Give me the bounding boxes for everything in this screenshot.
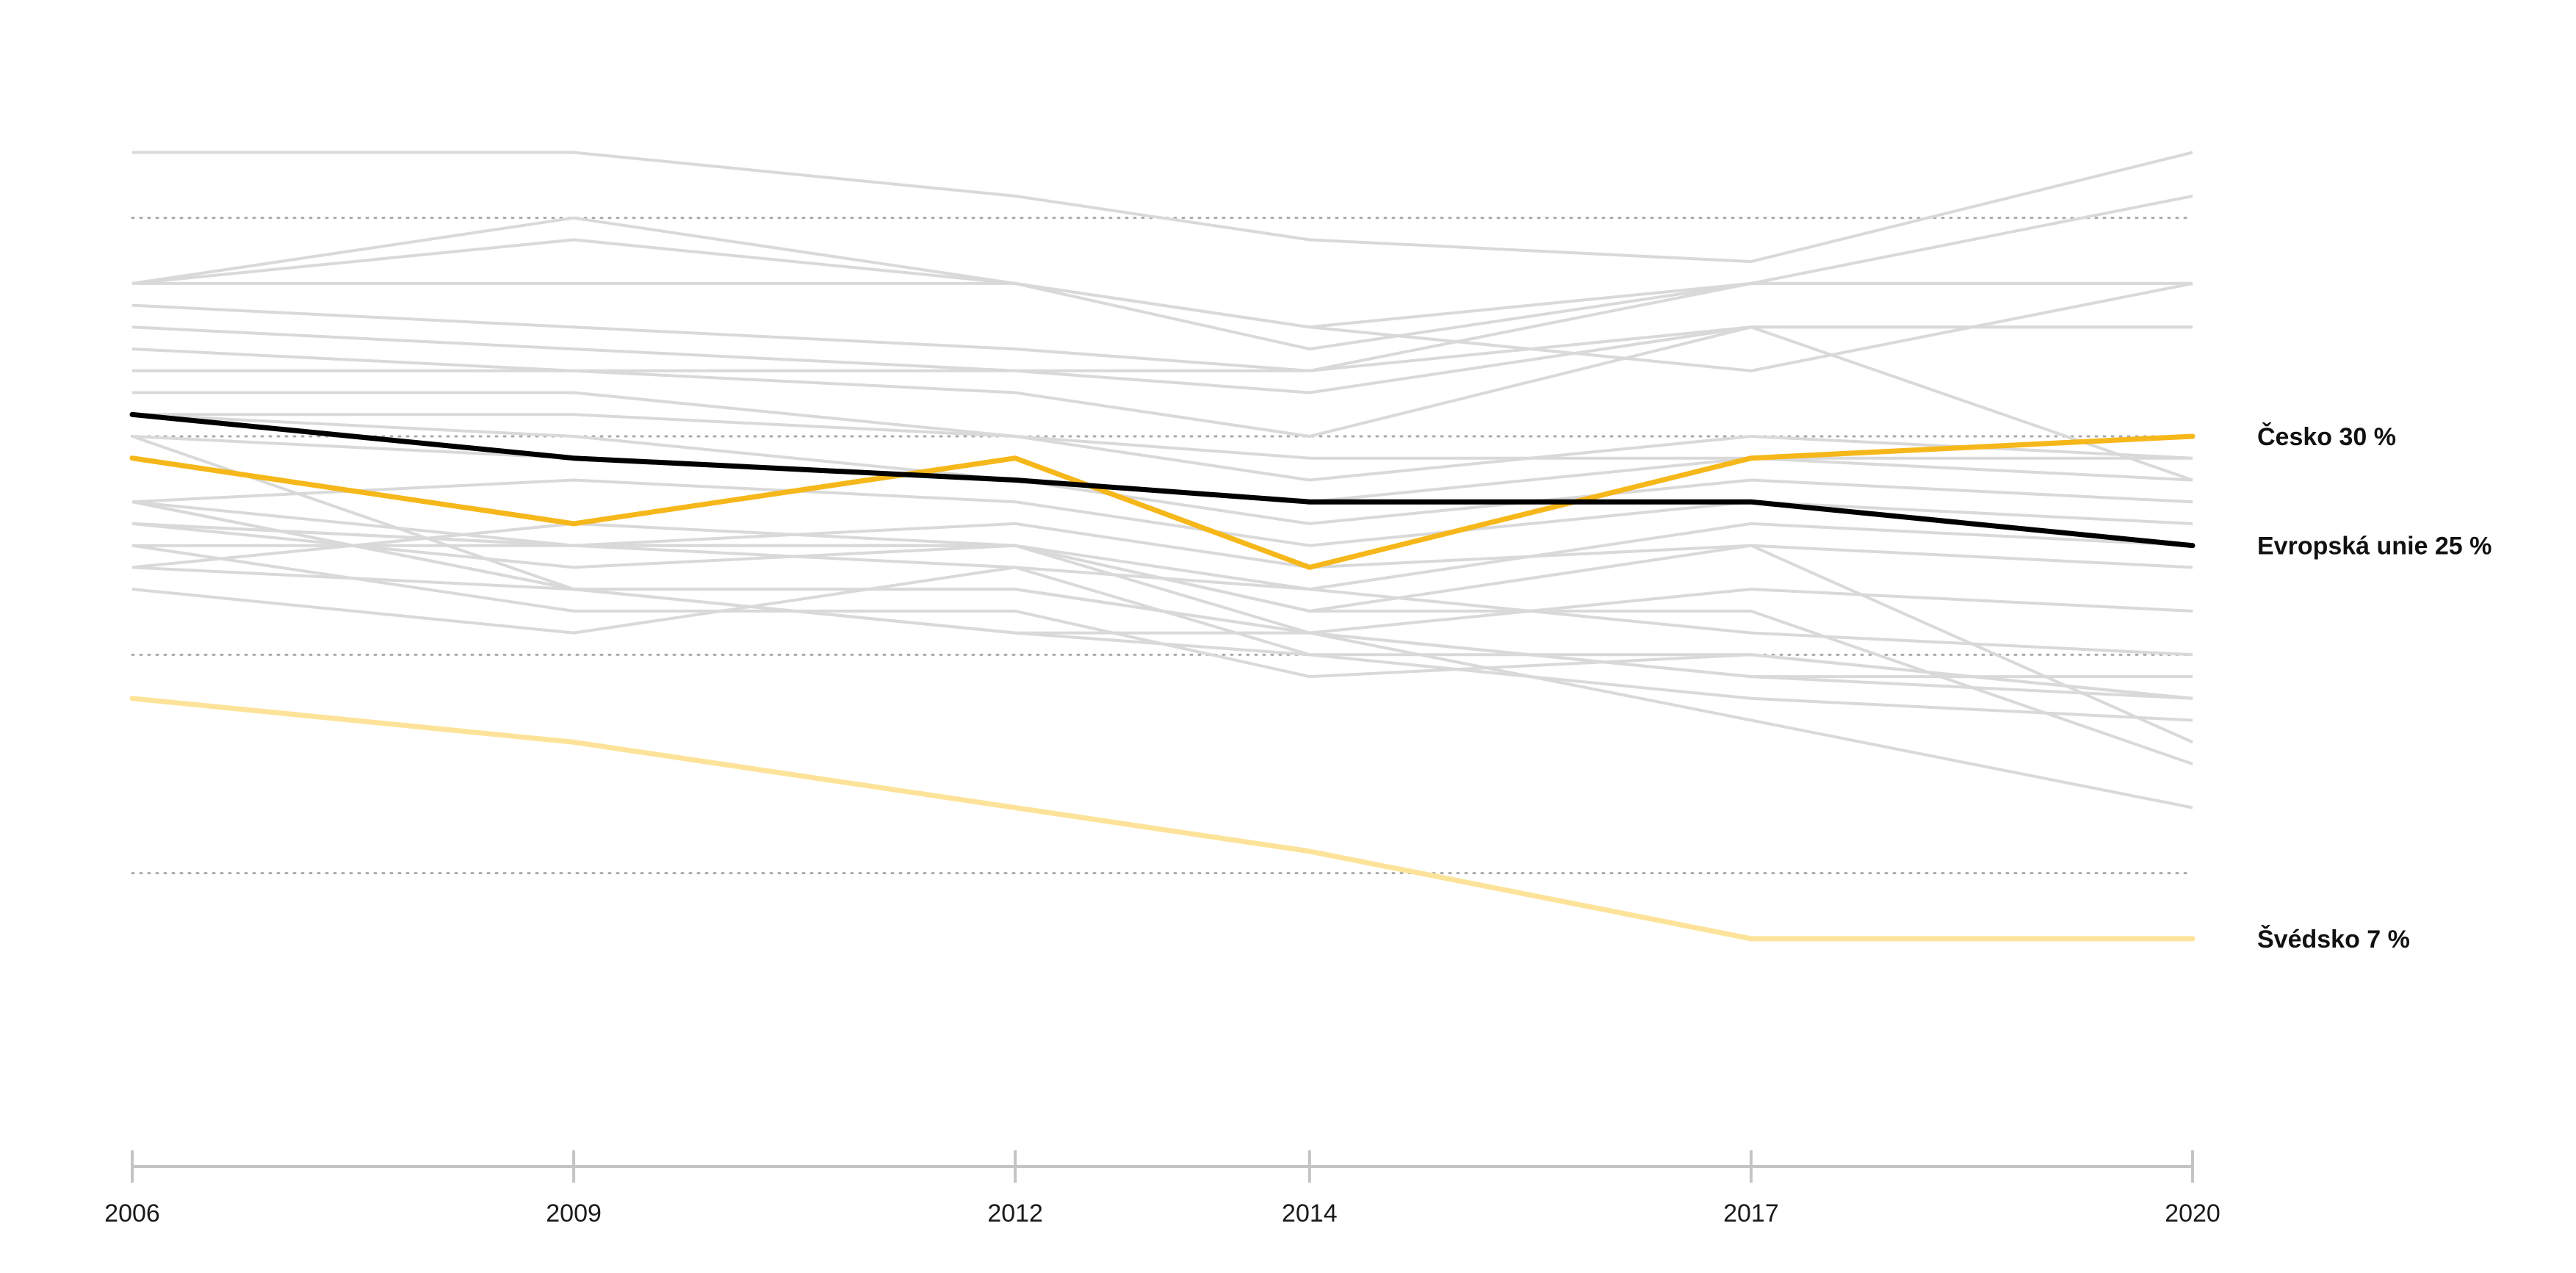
background-series-line-5 xyxy=(131,281,2193,372)
background-series-line-9 xyxy=(132,391,2193,482)
series-end-labels: Evropská unie 25 % Česko 30 % Švédsko 7 % xyxy=(2257,422,2492,953)
series-label-evropská-unie: Evropská unie 25 % xyxy=(2257,533,2492,560)
series-line-česko xyxy=(129,433,2196,570)
x-tick-label-2014: 2014 xyxy=(1282,1200,1338,1227)
background-series-line-1 xyxy=(132,151,2193,264)
x-tick-label-2009: 2009 xyxy=(546,1200,602,1227)
highlighted-series-lines xyxy=(129,411,2196,942)
background-series-line-15 xyxy=(132,522,2193,569)
background-series-line-2 xyxy=(131,216,2193,372)
background-series-line-13 xyxy=(131,478,2193,547)
background-series-line-8 xyxy=(132,325,2193,482)
background-series-line-25 xyxy=(131,500,2193,744)
background-series-lines xyxy=(131,151,2193,809)
series-line-evropská-unie xyxy=(129,411,2196,549)
background-series-line-4 xyxy=(132,281,2193,351)
background-series-line-24 xyxy=(131,522,2193,809)
x-tick-label-2012: 2012 xyxy=(987,1200,1043,1227)
x-axis: 2006 2009 2012 2014 2017 2020 xyxy=(104,1150,2220,1227)
x-tick-label-2017: 2017 xyxy=(1723,1200,1779,1227)
x-tick-label-2006: 2006 xyxy=(104,1200,160,1227)
background-series-line-7 xyxy=(131,325,2193,394)
x-tick-label-2020: 2020 xyxy=(2165,1200,2220,1227)
series-line-švédsko xyxy=(129,696,2196,942)
background-series-line-12 xyxy=(131,413,2193,525)
series-label-česko: Česko 30 % xyxy=(2257,422,2396,451)
background-series-line-3 xyxy=(131,194,2193,329)
background-series-line-22 xyxy=(131,566,2193,722)
series-label-švédsko: Švédsko 7 % xyxy=(2257,925,2410,953)
background-series-line-10 xyxy=(132,413,2193,460)
background-series-line-21 xyxy=(131,544,2193,700)
